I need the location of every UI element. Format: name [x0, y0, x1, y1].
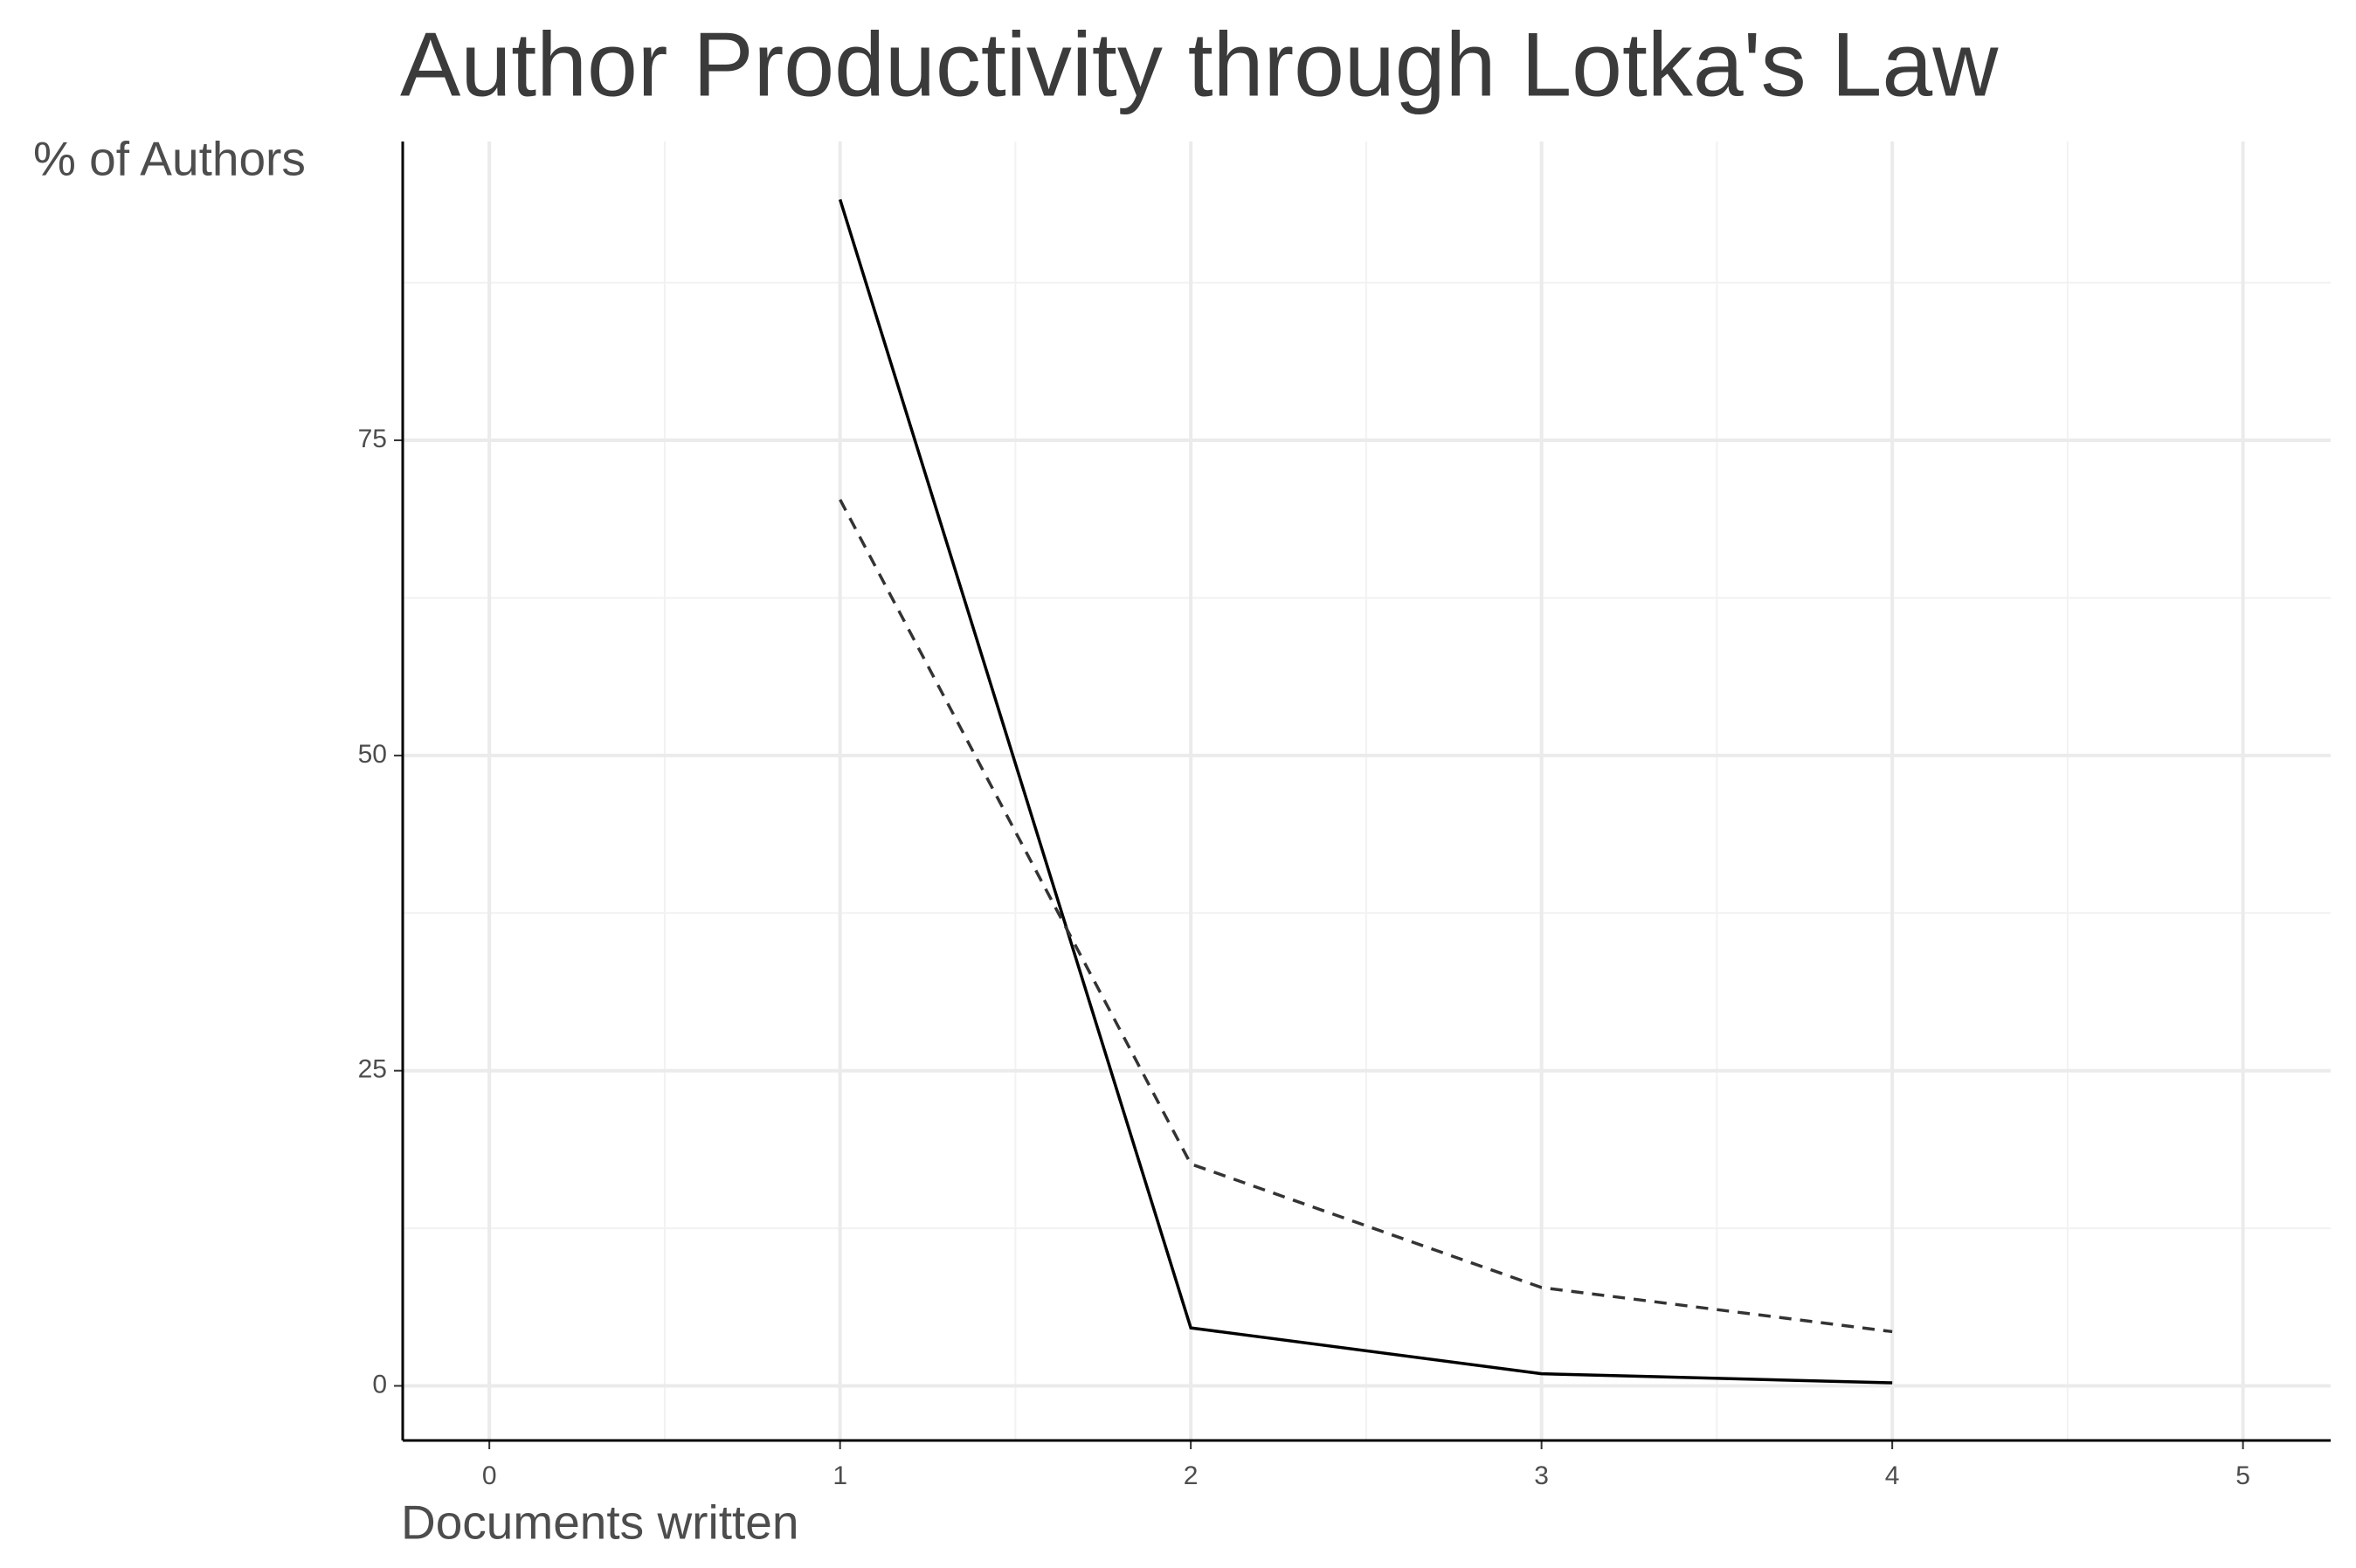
x-tick-label: 4: [1885, 1461, 1900, 1490]
y-tick-label: 75: [358, 425, 387, 453]
series-line: [839, 499, 1893, 1334]
x-tick-label: 1: [833, 1461, 847, 1490]
chart-title: Author Productivity through Lotka's Law: [400, 14, 1999, 115]
y-tick-label: 25: [358, 1055, 387, 1084]
x-axis-title: Documents written: [401, 1495, 798, 1550]
y-tick-label: 0: [372, 1370, 387, 1399]
y-axis-title: % of Authors: [33, 132, 306, 186]
series-line: [838, 198, 1893, 1385]
y-tick-label: 50: [358, 740, 387, 769]
x-tick-label: 3: [1534, 1461, 1549, 1490]
x-tick-label: 5: [2235, 1461, 2250, 1490]
x-tick-label: 0: [482, 1461, 497, 1490]
x-tick-label: 2: [1184, 1461, 1199, 1490]
